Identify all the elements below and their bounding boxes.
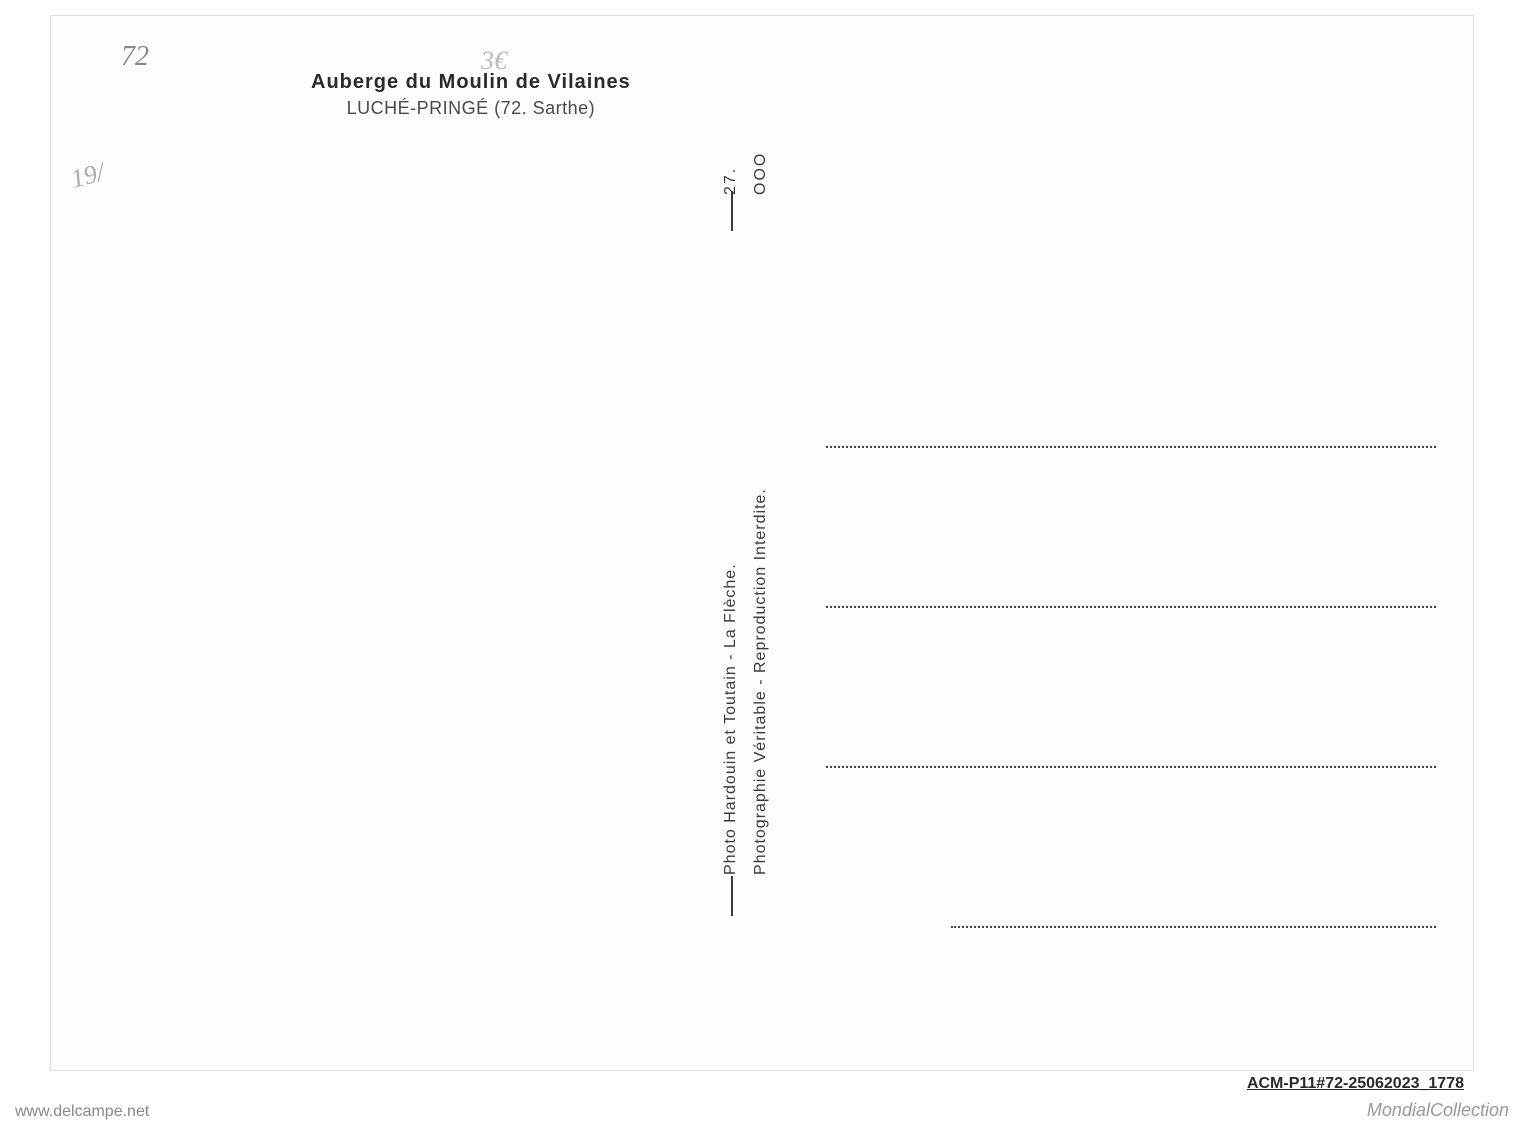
watermark-collection: MondialCollection bbox=[1367, 1100, 1509, 1121]
publisher-credit-line1: Photo Hardouin et Toutain - La Flèche. bbox=[722, 563, 740, 875]
postcard-back: 72 3€ 19/ Auberge du Moulin de Vilaines … bbox=[50, 15, 1474, 1071]
handwritten-note-left: 19/ bbox=[68, 157, 108, 195]
address-line-4 bbox=[951, 926, 1436, 928]
postcard-title: Auberge du Moulin de Vilaines bbox=[311, 71, 631, 94]
address-line-3 bbox=[826, 766, 1436, 768]
address-line-1 bbox=[826, 446, 1436, 448]
postcard-title-block: Auberge du Moulin de Vilaines LUCHÉ-PRIN… bbox=[311, 71, 631, 119]
address-line-2 bbox=[826, 606, 1436, 608]
print-number-prefix: 27. bbox=[722, 167, 740, 195]
publisher-credit-line2: Photographie Véritable - Reproduction In… bbox=[752, 488, 770, 875]
reference-code: ACM-P11#72-25062023_1778 bbox=[1247, 1075, 1464, 1093]
divider-line-bottom bbox=[731, 876, 733, 916]
postcard-subtitle: LUCHÉ-PRINGÉ (72. Sarthe) bbox=[311, 98, 631, 119]
handwritten-note-topleft: 72 bbox=[121, 41, 149, 73]
divider-line-top bbox=[731, 191, 733, 231]
watermark-source: www.delcampe.net bbox=[15, 1103, 149, 1121]
print-number-suffix: OOO bbox=[752, 152, 770, 195]
